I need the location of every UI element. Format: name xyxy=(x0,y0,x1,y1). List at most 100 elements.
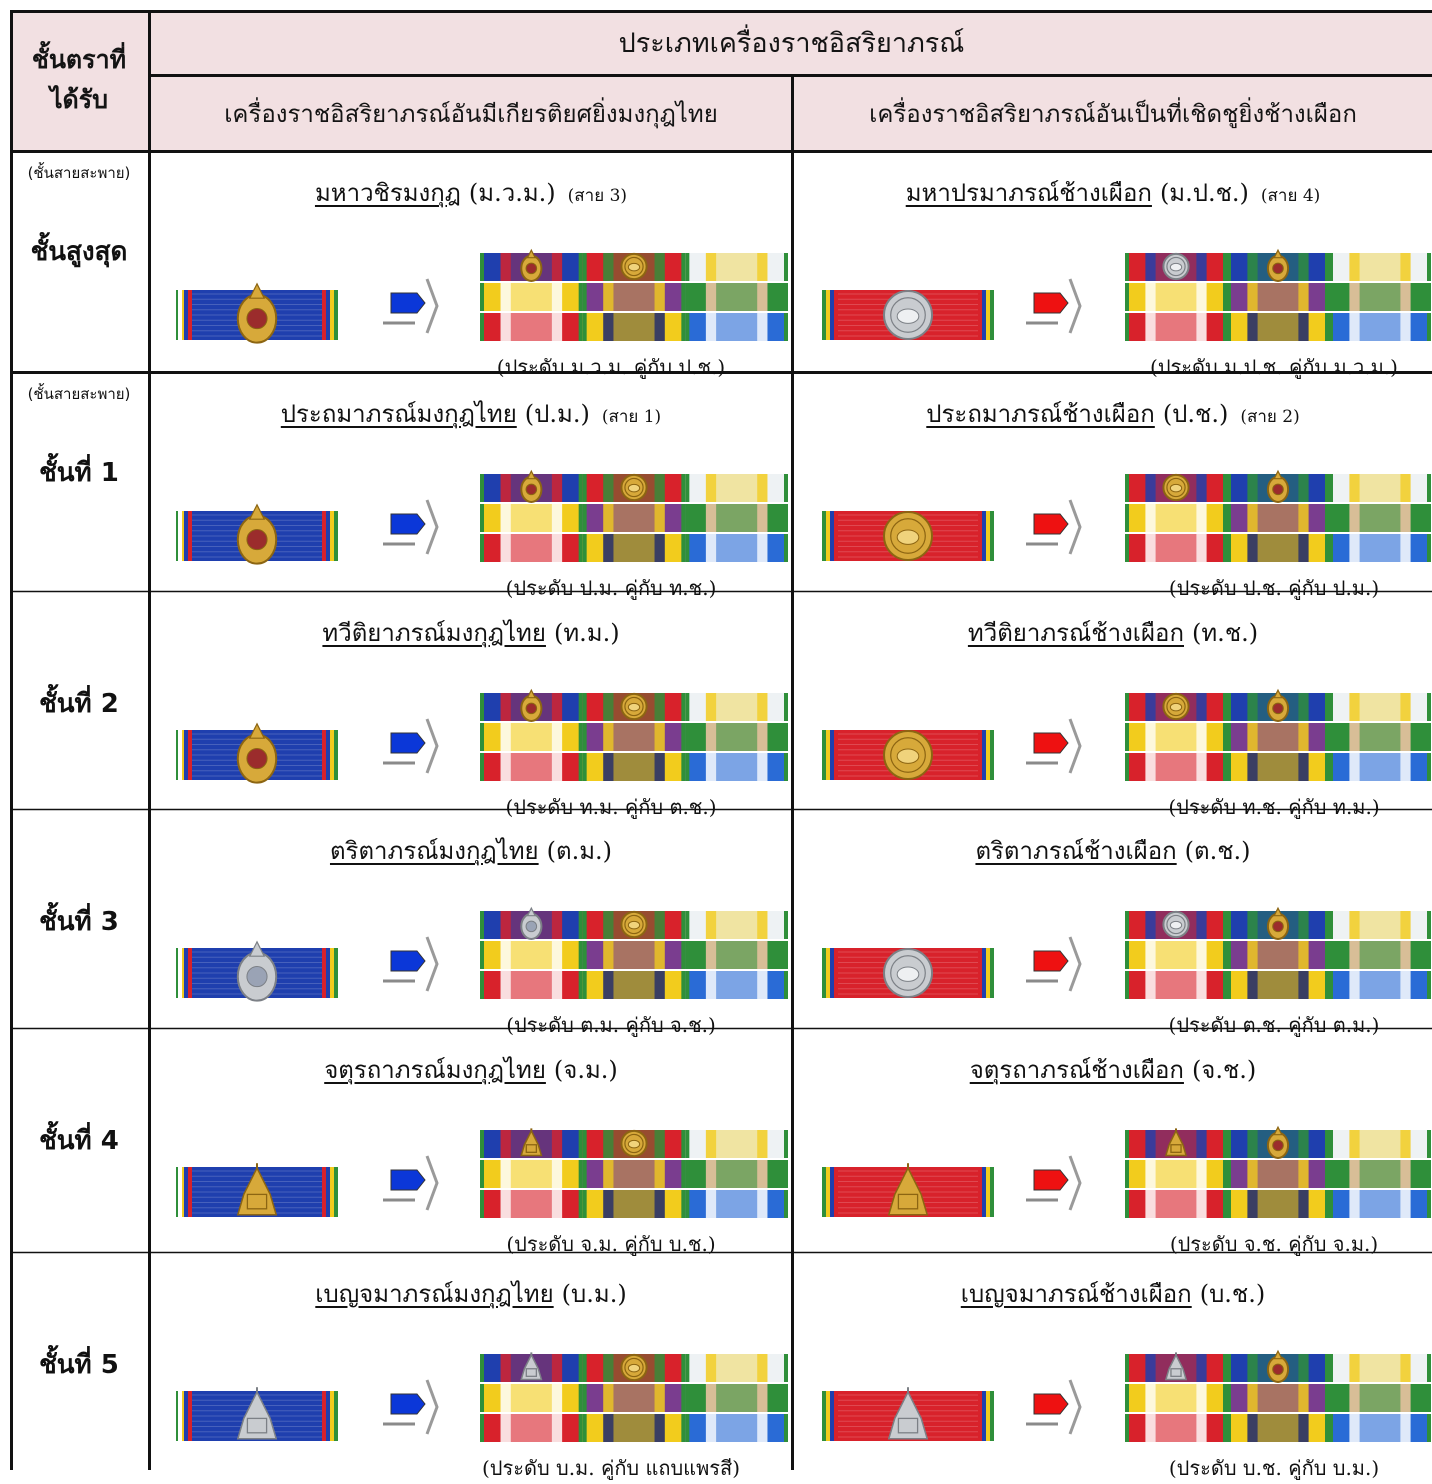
ribbon-graphics xyxy=(822,469,1431,562)
sash-number: (สาย 1) xyxy=(601,407,662,427)
ribbon-bar xyxy=(822,1387,994,1441)
decoration-title: มหาปรมาภรณ์ช้างเผือก (ม.ป.ช.) (สาย 4) xyxy=(794,173,1432,212)
ribbon-rack xyxy=(1125,688,1431,781)
sash-number: (สาย 3) xyxy=(567,186,628,206)
decoration-abbr: (บ.ม.) xyxy=(561,1280,627,1308)
decoration-caption: (ประดับ จ.ช. คู่กับ จ.ม.) xyxy=(1169,1232,1379,1256)
ribbon-graphics xyxy=(176,1128,788,1218)
decoration-title: เบญจมาภรณ์มงกุฎไทย (บ.ม.) xyxy=(151,1274,791,1313)
decoration-caption: (ประดับ บ.ช. คู่กับ บ.ม.) xyxy=(1168,1456,1380,1480)
decoration-abbr: (ท.ช.) xyxy=(1192,619,1259,647)
decoration-abbr: (บ.ช.) xyxy=(1199,1280,1266,1308)
decoration-cell-right: เบญจมาภรณ์ช้างเผือก (บ.ช.) (ประดับ บ.ช. คู… xyxy=(794,1254,1432,1480)
rank-header: ชั้นตราที่ ได้รับ xyxy=(10,10,148,150)
silver-crown-medallion-icon xyxy=(236,940,278,1002)
decoration-name: จตุรถาภรณ์มงกุฎไทย xyxy=(324,1056,546,1084)
ribbon-rack xyxy=(480,1352,788,1442)
decoration-title: ประถมาภรณ์ช้างเผือก (ป.ช.) (สาย 2) xyxy=(794,394,1432,433)
ribbon-bar xyxy=(176,722,338,784)
decoration-caption: (ประดับ ม.ป.ช. คู่กับ ม.ว.ม.) xyxy=(1150,355,1398,379)
decoration-abbr: (ป.ม.) xyxy=(524,400,590,428)
crown-medallion-icon xyxy=(236,722,278,784)
decoration-caption: (ประดับ ต.ม. คู่กับ จ.ช.) xyxy=(506,1013,716,1037)
decoration-cell-left: จตุรถาภรณ์มงกุฎไทย (จ.ม.) (ประดับ จ.ม. คู่… xyxy=(151,1030,791,1256)
ribbon-graphics xyxy=(176,469,788,565)
decoration-caption: (ประดับ ป.ช. คู่กับ ป.ม.) xyxy=(1168,576,1380,600)
decoration-name: มหาปรมาภรณ์ช้างเผือก xyxy=(905,179,1152,207)
ribbon-bar xyxy=(822,948,994,998)
decoration-title: เบญจมาภรณ์ช้างเผือก (บ.ช.) xyxy=(794,1274,1432,1313)
rank-label: ชั้นที่ 4 xyxy=(39,1126,119,1156)
arrow-icon xyxy=(383,499,439,555)
ribbon-rack xyxy=(1125,469,1431,562)
decoration-cell-right: ประถมาภรณ์ช้างเผือก (ป.ช.) (สาย 2) (ประดับ … xyxy=(794,374,1432,600)
ribbon-graphics xyxy=(176,906,788,1002)
arrow-icon xyxy=(1026,1379,1082,1435)
ribbon-rack xyxy=(1125,1125,1431,1218)
silver-elephant-medallion-icon xyxy=(883,948,933,998)
elephant-medallion-icon xyxy=(883,511,933,561)
table-grid xyxy=(10,10,1432,1470)
main-title-text: ประเภทเครื่องราชอิสริยาภรณ์ xyxy=(618,27,965,59)
white-elephant-icon xyxy=(883,290,933,340)
ribbon-rack xyxy=(480,688,788,781)
sash-number: (สาย 4) xyxy=(1260,186,1321,206)
elephant-pavilion-icon xyxy=(887,1163,929,1216)
decoration-abbr: (ท.ม.) xyxy=(553,619,620,647)
ribbon-rack xyxy=(480,906,788,999)
arrow-icon xyxy=(1026,1155,1082,1211)
ribbon-rack xyxy=(480,469,788,562)
ribbon-bar xyxy=(822,730,994,780)
arrow-icon xyxy=(1026,718,1082,774)
decoration-caption: (ประดับ ม.ว.ม. คู่กับ ป.ช.) xyxy=(496,355,726,379)
decoration-caption: (ประดับ ท.ม. คู่กับ ต.ช.) xyxy=(505,795,717,819)
decoration-abbr: (จ.ม.) xyxy=(553,1056,618,1084)
decoration-title: ตริตาภรณ์ช้างเผือก (ต.ช.) xyxy=(794,831,1432,870)
main-title: ประเภทเครื่องราชอิสริยาภรณ์ xyxy=(151,10,1432,74)
ribbon-graphics xyxy=(822,248,1431,341)
ribbon-bar xyxy=(176,1163,338,1217)
decoration-cell-right: มหาปรมาภรณ์ช้างเผือก (ม.ป.ช.) (สาย 4) (ประด… xyxy=(794,153,1432,379)
decoration-title: ทวีติยาภรณ์ช้างเผือก (ท.ช.) xyxy=(794,613,1432,652)
decoration-title: มหาวชิรมงกุฎ (ม.ว.ม.) (สาย 3) xyxy=(151,173,791,212)
decoration-cell-right: จตุรถาภรณ์ช้างเผือก (จ.ช.) (ประดับ จ.ช. คู… xyxy=(794,1030,1432,1256)
rank-header-text: ชั้นตราที่ ได้รับ xyxy=(31,45,127,114)
ribbon-graphics xyxy=(822,688,1431,781)
decoration-name: ทวีติยาภรณ์ช้างเผือก xyxy=(967,619,1184,647)
decoration-abbr: (จ.ช.) xyxy=(1191,1056,1257,1084)
ribbon-rack xyxy=(1125,906,1431,999)
column-header-left-text: เครื่องราชอิสริยาภรณ์อันมีเกียรติยศยิ่งม… xyxy=(224,100,718,128)
rank-label: ชั้นที่ 3 xyxy=(39,907,119,937)
ribbon-bar xyxy=(176,940,338,1002)
column-header-right: เครื่องราชอิสริยาภรณ์อันเป็นที่เชิดชูยิ่… xyxy=(794,77,1432,150)
decoration-name: เบญจมาภรณ์ช้างเผือก xyxy=(960,1280,1192,1308)
arrow-icon xyxy=(383,718,439,774)
arrow-icon xyxy=(383,936,439,992)
ribbon-bar xyxy=(176,282,338,344)
ribbon-bar xyxy=(822,290,994,340)
arrow-icon xyxy=(383,1155,439,1211)
column-header-right-text: เครื่องราชอิสริยาภรณ์อันเป็นที่เชิดชูยิ่… xyxy=(869,100,1357,128)
arrow-icon xyxy=(383,1379,439,1435)
decoration-abbr: (ต.ช.) xyxy=(1184,837,1251,865)
decoration-title: ทวีติยาภรณ์มงกุฎไทย (ท.ม.) xyxy=(151,613,791,652)
arrow-icon xyxy=(1026,936,1082,992)
elephant-medallion-icon xyxy=(883,730,933,780)
ribbon-rack xyxy=(1125,1349,1431,1442)
decoration-cell-right: ตริตาภรณ์ช้างเผือก (ต.ช.) (ประดับ ต.ช. คู่… xyxy=(794,811,1432,1037)
decoration-abbr: (ม.ว.ม.) xyxy=(468,179,556,207)
decoration-name: ทวีติยาภรณ์มงกุฎไทย xyxy=(322,619,546,647)
decoration-title: จตุรถาภรณ์มงกุฎไทย (จ.ม.) xyxy=(151,1050,791,1089)
decoration-caption: (ประดับ บ.ม. คู่กับ แถบแพรสี) xyxy=(481,1456,741,1480)
decoration-cell-right: ทวีติยาภรณ์ช้างเผือก (ท.ช.) (ประดับ ท.ช. ค… xyxy=(794,593,1432,819)
ribbon-bar xyxy=(176,1387,338,1441)
rank-label: ชั้นที่ 2 xyxy=(39,689,119,719)
decoration-title: ตริตาภรณ์มงกุฎไทย (ต.ม.) xyxy=(151,831,791,870)
decoration-abbr: (ต.ม.) xyxy=(546,837,613,865)
decoration-name: ประถมาภรณ์ช้างเผือก xyxy=(926,400,1155,428)
crown-medallion-icon xyxy=(236,282,278,344)
decoration-caption: (ประดับ ป.ม. คู่กับ ท.ช.) xyxy=(505,576,717,600)
rank-label: ชั้นที่ 1 xyxy=(39,458,119,488)
decoration-cell-left: เบญจมาภรณ์มงกุฎไทย (บ.ม.) (ประดับ บ.ม. คู่… xyxy=(151,1254,791,1480)
ribbon-graphics xyxy=(822,906,1431,999)
